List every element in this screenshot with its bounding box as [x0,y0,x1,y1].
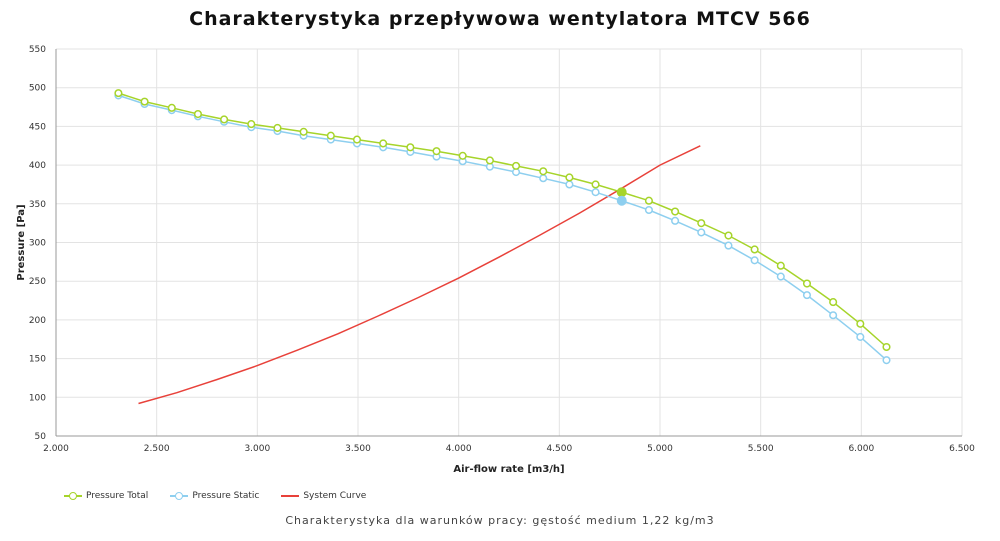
caption: Charakterystyka dla warunków pracy: gęst… [285,514,715,527]
pressure-total-point [485,156,494,165]
pressure-total-point [539,167,548,176]
grid-lines [55,48,963,437]
y-axis-label: Pressure [Pa] [16,204,27,280]
legend-item-pressure-total[interactable]: Pressure Total [64,490,148,502]
pressure-total-point [750,245,759,254]
y-tick-label: 50 [35,432,47,442]
x-tick-label: 5.000 [647,444,673,454]
legend-symbol-pressure-total [64,490,82,502]
pressure-total-point [299,127,308,136]
pressure-total-point [379,139,388,148]
x-tick-label: 6.500 [949,444,975,454]
pressure-total-point [273,123,282,132]
pressure-total-operating-point [616,187,627,198]
pressure-static-point [565,180,574,189]
chart-title: Charakterystyka przepływowa wentylatora … [189,8,811,30]
pressure-total-point [193,109,202,119]
y-tick-label: 500 [29,84,46,94]
x-tick-label: 4.000 [446,444,472,454]
pressure-total-point [247,120,256,129]
pressure-static-point [750,256,759,265]
pressure-total-point [829,298,838,307]
pressure-static-point [882,356,891,365]
x-tick-label: 4.500 [546,444,572,454]
axes [55,49,962,437]
legend-label-system-curve: System Curve [303,491,367,501]
pressure-static-operating-point [616,195,627,206]
y-tick-label: 550 [29,45,46,55]
x-tick-label: 6.000 [848,444,874,454]
pressure-total-point [326,131,335,140]
pressure-total-line [118,92,887,348]
legend: Pressure Total Pressure Static System Cu… [64,490,366,502]
x-tick-label: 3.000 [244,444,270,454]
y-tick-label: 300 [29,239,46,249]
pressure-total-point [802,279,812,288]
x-tick-labels: 2.000 2.500 3.000 3.500 4.000 4.500 5.000 5.500… [43,444,975,454]
x-axis-label: Air-flow rate [m3/h] [453,464,564,475]
y-tick-label: 450 [29,122,46,132]
pressure-static-point [776,272,785,281]
pressure-static-point [539,174,548,183]
pressure-total-point [882,342,891,352]
pressure-static-point [829,311,838,320]
pressure-total-point [565,173,574,182]
pressure-static-point [644,205,653,215]
pressure-static-point [856,332,865,341]
pressure-total-point [697,219,706,228]
series-layer [114,89,891,405]
x-tick-label: 2.000 [43,444,69,454]
pressure-static-point [671,216,680,225]
legend-label-pressure-static: Pressure Static [192,491,260,501]
pressure-total-point [724,231,733,240]
legend-symbol-system-curve [281,490,300,502]
legend-symbol-pressure-static [170,490,189,502]
pressure-static-point [697,228,706,237]
pressure-total-point [671,207,680,216]
pressure-static-point [591,188,600,197]
pressure-total-point [406,143,415,152]
pressure-total-point [167,103,176,112]
legend-item-system-curve[interactable]: System Curve [281,490,366,502]
pressure-total-point [220,115,229,124]
y-tick-label: 150 [29,355,46,365]
legend-item-pressure-static[interactable]: Pressure Static [170,490,259,502]
y-tick-label: 250 [29,277,46,287]
x-tick-label: 5.500 [748,444,774,454]
pressure-static-line [118,94,887,361]
pressure-total-point [591,180,600,189]
pressure-total-point [140,97,149,106]
y-tick-label: 200 [29,316,46,326]
y-tick-labels: 550 500 450 400 350 300 250 200 150 100 50 [29,45,46,442]
x-tick-label: 3.500 [345,444,371,454]
pressure-static-point [724,241,733,250]
system-curve-line [138,145,701,405]
pressure-total-point [458,151,467,160]
pressure-total-point [511,161,521,170]
y-tick-label: 400 [29,161,46,171]
pressure-total-point [114,89,123,98]
pressure-total-point [856,319,865,328]
legend-label-pressure-total: Pressure Total [86,491,149,501]
y-tick-label: 350 [29,200,46,210]
pressure-total-point [432,147,441,156]
pressure-total-point [352,135,362,144]
y-tick-label: 100 [29,393,46,403]
pressure-total-point [644,196,653,205]
pressure-static-point [802,291,812,300]
pressure-total-point [776,261,785,270]
x-tick-label: 2.500 [144,444,170,454]
